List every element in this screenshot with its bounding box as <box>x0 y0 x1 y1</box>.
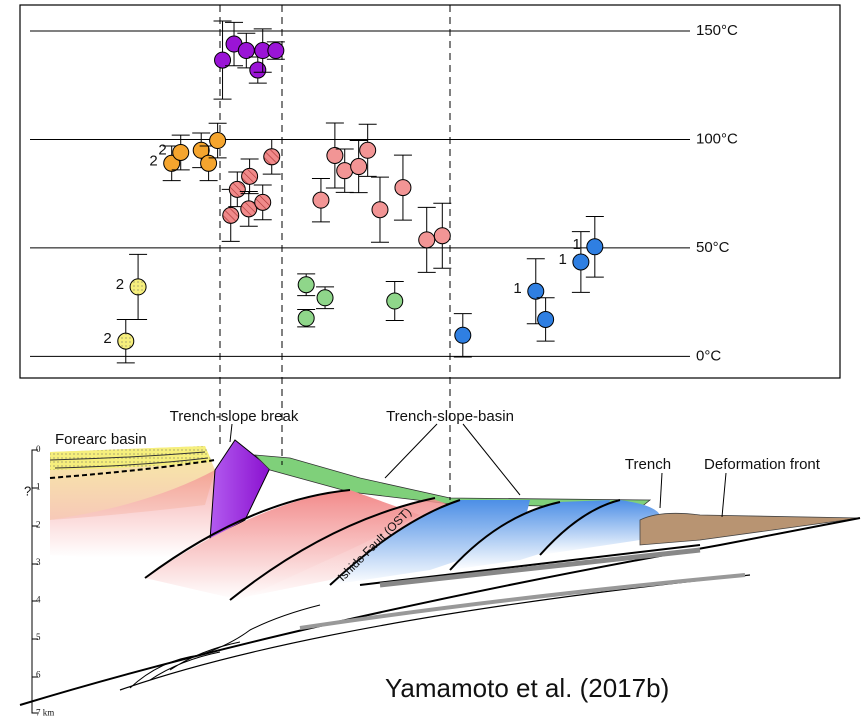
series <box>312 123 451 272</box>
point <box>229 181 245 197</box>
y-tick-label: 100°C <box>696 130 738 147</box>
point <box>387 293 403 309</box>
point <box>419 232 435 248</box>
point-label: 2 <box>116 276 124 293</box>
point-label: 2 <box>149 152 157 169</box>
point-label: 2 <box>158 141 166 158</box>
point <box>250 62 266 78</box>
label-trench-slope-basin: Trench-slope-basin <box>386 408 514 425</box>
y-tick-label: 150°C <box>696 22 738 39</box>
point <box>317 290 333 306</box>
y-tick-label: 50°C <box>696 239 730 256</box>
figure: Trench-slope break Forearc basin Trench-… <box>0 0 864 719</box>
point <box>210 133 226 149</box>
point <box>223 207 239 223</box>
point-label: 1 <box>513 280 521 297</box>
label-question: ? <box>24 483 31 498</box>
point-label: 1 <box>572 236 580 253</box>
depth-label: 4 <box>36 594 41 604</box>
point-label: 2 <box>103 330 111 347</box>
point <box>118 333 134 349</box>
point-label: 1 <box>559 251 567 268</box>
chart-frame <box>20 5 840 378</box>
series: 111 <box>454 216 604 357</box>
point <box>298 310 314 326</box>
point <box>360 142 376 158</box>
series <box>222 139 281 241</box>
point <box>238 43 254 59</box>
series: 22 <box>149 123 226 180</box>
point <box>264 149 280 165</box>
depth-label: 7 km <box>36 707 54 717</box>
point <box>573 254 589 270</box>
point <box>434 228 450 244</box>
credit: Yamamoto et al. (2017b) <box>385 673 669 703</box>
point <box>313 192 329 208</box>
point <box>538 311 554 327</box>
point <box>242 168 258 184</box>
depth-label: 0 <box>36 444 41 454</box>
point <box>327 148 343 164</box>
series <box>214 21 285 99</box>
series: 22 <box>103 254 147 362</box>
point <box>372 202 388 218</box>
label-forearc-basin: Forearc basin <box>55 431 147 448</box>
point <box>130 279 146 295</box>
y-tick-label: 0°C <box>696 347 721 364</box>
point <box>528 283 544 299</box>
depth-label: 5 <box>36 632 41 642</box>
depth-label: 2 <box>36 519 41 529</box>
cross-section: Trench-slope break Forearc basin Trench-… <box>20 5 860 713</box>
label-deformation-front: Deformation front <box>704 456 821 473</box>
point <box>395 180 411 196</box>
point <box>587 239 603 255</box>
label-trench: Trench <box>625 456 671 473</box>
point <box>255 194 271 210</box>
point <box>173 144 189 160</box>
depth-label: 1 <box>36 482 41 492</box>
series <box>297 274 404 327</box>
point <box>455 327 471 343</box>
point <box>351 159 367 175</box>
label-trench-slope-break: Trench-slope break <box>170 408 299 425</box>
depth-label: 6 <box>36 670 41 680</box>
point <box>268 43 284 59</box>
depth-label: 3 <box>36 557 41 567</box>
point <box>298 277 314 293</box>
